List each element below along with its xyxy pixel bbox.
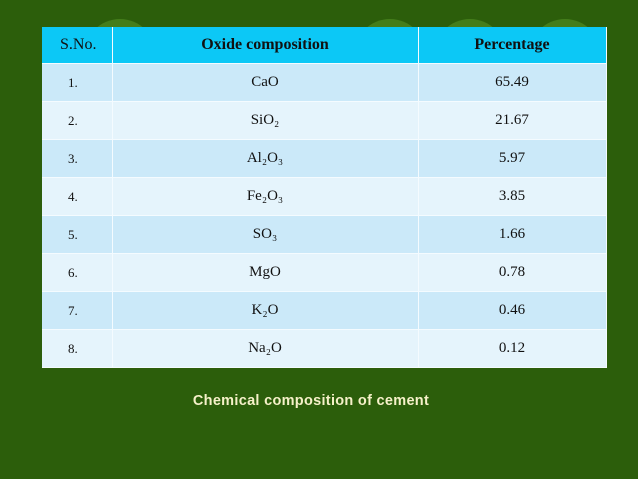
- serial-cell: 3.: [42, 139, 113, 178]
- oxide-cell: SiO₂: [112, 101, 419, 140]
- table-row: 2. SiO₂ 21.67: [42, 101, 607, 140]
- table-row: 7. K₂O 0.46: [42, 291, 607, 330]
- percentage-cell: 0.46: [418, 291, 607, 330]
- percentage-cell: 21.67: [418, 101, 607, 140]
- oxide-cell: MgO: [112, 253, 419, 292]
- percentage-cell: 3.85: [418, 177, 607, 216]
- oxide-cell: Oxide composition: [112, 27, 419, 64]
- percentage-cell: Percentage: [418, 27, 607, 64]
- oxide-cell: Fe₂O₃: [112, 177, 419, 216]
- percentage-cell: 5.97: [418, 139, 607, 178]
- caption: Chemical composition of cement: [192, 393, 430, 409]
- oxide-cell: K₂O: [112, 291, 419, 330]
- table-row: S.No. Oxide composition Percentage: [42, 27, 607, 64]
- percentage-cell: 0.78: [418, 253, 607, 292]
- table-row: 5. SO₃ 1.66: [42, 215, 607, 254]
- serial-cell: 6.: [42, 253, 113, 292]
- percentage-cell: 1.66: [418, 215, 607, 254]
- table-row: 3. Al₂O₃ 5.97: [42, 139, 607, 178]
- serial-cell: 8.: [42, 329, 113, 368]
- composition-table: S.No. Oxide composition Percentage 1. CaO 65.…: [42, 27, 607, 368]
- serial-cell: 4.: [42, 177, 113, 216]
- table-row: 8. Na₂O 0.12: [42, 329, 607, 368]
- serial-cell: S.No.: [42, 27, 113, 64]
- table-row: 4. Fe₂O₃ 3.85: [42, 177, 607, 216]
- oxide-cell: CaO: [112, 63, 419, 102]
- percentage-cell: 65.49: [418, 63, 607, 102]
- oxide-cell: Al₂O₃: [112, 139, 419, 178]
- table-row: 6. MgO 0.78: [42, 253, 607, 292]
- oxide-cell: Na₂O: [112, 329, 419, 368]
- serial-cell: 7.: [42, 291, 113, 330]
- oxide-cell: SO₃: [112, 215, 419, 254]
- serial-cell: 2.: [42, 101, 113, 140]
- serial-cell: 5.: [42, 215, 113, 254]
- serial-cell: 1.: [42, 63, 113, 102]
- percentage-cell: 0.12: [418, 329, 607, 368]
- table-row: 1. CaO 65.49: [42, 63, 607, 102]
